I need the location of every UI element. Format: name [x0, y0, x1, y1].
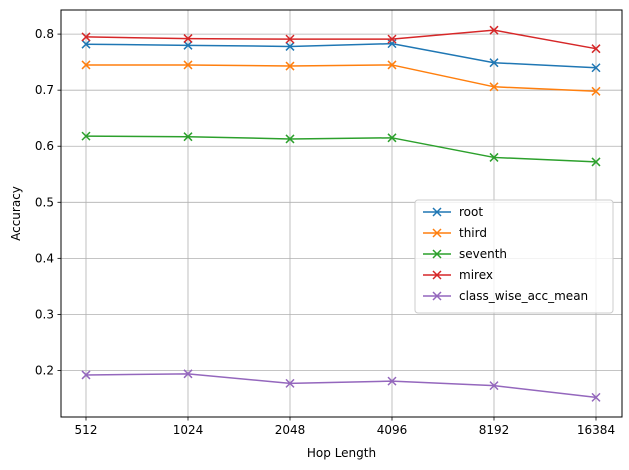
legend-item-seventh: seventh	[423, 247, 507, 261]
data-point	[489, 25, 499, 35]
legend-marker	[432, 249, 442, 259]
data-point	[81, 370, 91, 380]
legend-item-third: third	[423, 226, 487, 240]
data-point	[591, 44, 601, 54]
data-point	[285, 61, 295, 71]
data-point	[183, 34, 193, 44]
data-point	[285, 41, 295, 51]
x-axis-ticks: 512 1024 2048 4096 8192 16384	[75, 417, 615, 437]
series-root	[81, 39, 601, 73]
data-point	[183, 40, 193, 50]
legend-item-root: root	[423, 205, 483, 219]
x-axis-label: Hop Length	[307, 446, 376, 460]
data-point	[591, 86, 601, 96]
data-point	[387, 376, 397, 386]
data-point	[81, 60, 91, 70]
series-line	[85, 135, 597, 163]
legend-marker	[432, 291, 442, 301]
data-point	[591, 63, 601, 73]
x-tick-label: 1024	[173, 423, 204, 437]
legend-box	[414, 199, 614, 314]
data-point	[489, 58, 499, 68]
data-point	[387, 60, 397, 70]
data-point	[285, 34, 295, 44]
legend-label: third	[459, 226, 487, 240]
legend-item-mirex: mirex	[423, 268, 493, 282]
x-tick-label: 8192	[479, 423, 510, 437]
legend-marker	[432, 207, 442, 217]
legend-item-class_wise_acc_mean: class_wise_acc_mean	[423, 289, 588, 303]
legend-label: root	[459, 205, 483, 219]
data-point	[183, 132, 193, 142]
series-layer	[81, 25, 601, 402]
legend-marker	[432, 228, 442, 238]
y-tick-label: 0.4	[35, 251, 54, 265]
data-point	[489, 152, 499, 162]
y-axis-ticks: 0.2 0.3 0.4 0.5 0.6 0.7 0.8	[35, 27, 61, 377]
x-tick-label: 16384	[577, 423, 615, 437]
y-tick-label: 0.5	[35, 195, 54, 209]
series-mirex	[81, 25, 601, 54]
legend-marker	[432, 270, 442, 280]
legend-label: mirex	[459, 268, 493, 282]
data-point	[387, 34, 397, 44]
data-point	[387, 133, 397, 143]
data-point	[81, 131, 91, 141]
series-seventh	[81, 131, 601, 167]
legend: root third seventh mirex class_wise_acc_mean	[414, 199, 614, 314]
data-point	[285, 378, 295, 388]
y-tick-label: 0.3	[35, 307, 54, 321]
data-point	[489, 82, 499, 92]
series-third	[81, 60, 601, 96]
y-axis-label: Accuracy	[9, 186, 23, 241]
series-class_wise_acc_mean	[81, 369, 601, 402]
series-line	[86, 64, 597, 93]
data-point	[591, 157, 601, 167]
data-point	[489, 381, 499, 391]
data-point	[183, 60, 193, 70]
data-point	[183, 369, 193, 379]
x-tick-label: 4096	[377, 423, 408, 437]
plot-frame	[60, 9, 623, 418]
data-point	[285, 134, 295, 144]
legend-label: class_wise_acc_mean	[459, 289, 588, 303]
data-point	[81, 32, 91, 42]
x-tick-label: 2048	[275, 423, 306, 437]
legend-label: seventh	[459, 247, 507, 261]
series-line	[85, 373, 597, 399]
series-line	[85, 42, 597, 69]
data-point	[591, 392, 601, 402]
series-line	[85, 29, 597, 50]
y-tick-label: 0.7	[35, 83, 54, 97]
data-point	[81, 39, 91, 49]
y-tick-label: 0.6	[35, 139, 54, 153]
y-tick-label: 0.8	[35, 27, 54, 41]
x-tick-label: 512	[75, 423, 98, 437]
y-tick-label: 0.2	[35, 363, 54, 377]
